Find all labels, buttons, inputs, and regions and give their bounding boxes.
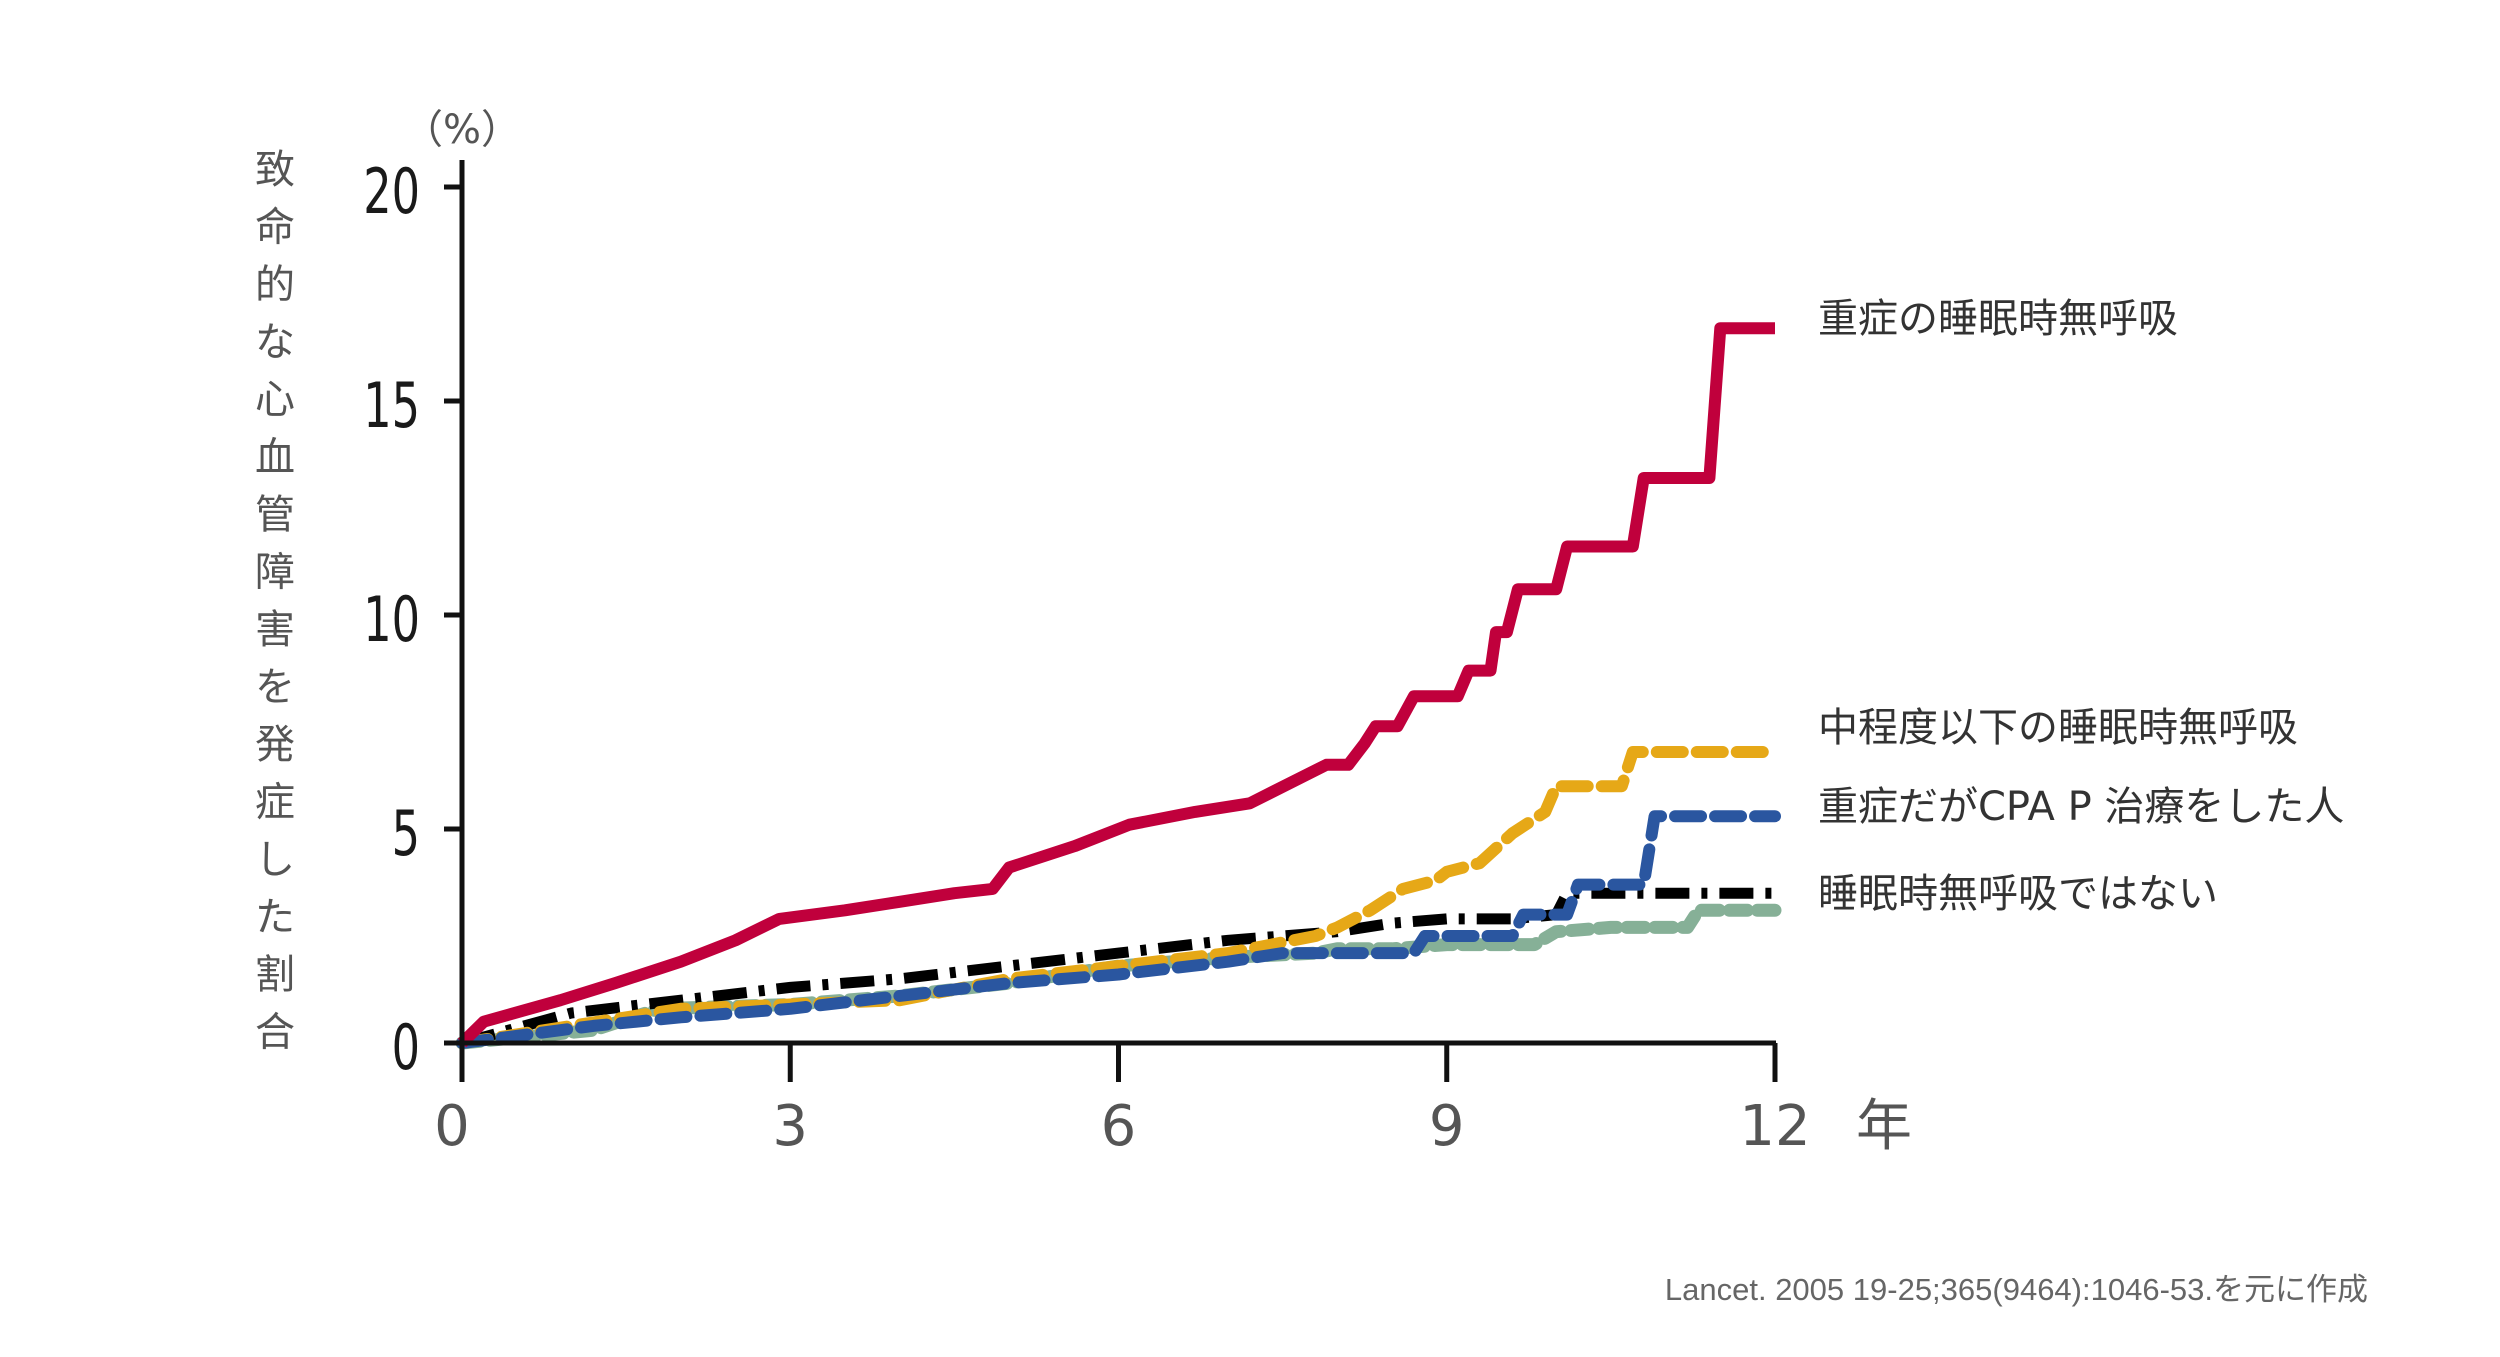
series-label-3: 睡眠時無呼吸ではない [1818,871,2218,917]
y-label-char: 合 [255,1010,295,1056]
x-tick-label: 3 [772,1094,808,1159]
x-unit-label: 年 [1856,1094,1912,1159]
series-layer [455,322,1782,1050]
ticks-layer: 0 5 10 15 20 0 3 6 9 12 [363,156,1810,1159]
series-line-2 [456,810,1781,1049]
y-label-char: 害 [255,607,295,653]
y-label-char: 血 [255,435,295,481]
y-label-char: 致 [255,147,295,193]
y-tick-label: 0 [392,1012,420,1084]
y-label-char: な [255,320,295,366]
x-tick-label: 9 [1429,1094,1465,1159]
y-label-char: 的 [255,262,295,308]
series-label-2: 重症だがCPA P 治療をした人 [1818,784,2344,830]
y-tick-label: 10 [363,584,420,656]
x-tick-label: 6 [1101,1094,1137,1159]
y-label-char: 割 [255,952,295,998]
source-note: Lancet. 2005 19-25;365(9464):1046-53.を元に… [1665,1272,2368,1307]
axes-layer [459,160,1776,1046]
y-label-char: 管 [255,492,295,538]
y-label-char: 命 [255,205,295,251]
y-label-char: 症 [255,780,295,826]
y-label-char: し [255,837,295,883]
y-label-char: を [255,665,295,711]
y-label-char: 障 [255,550,295,596]
series-line-0 [457,322,1775,1048]
y-label-char: 心 [255,377,295,423]
y-label-char: た [255,895,295,941]
labels-layer: （%） 年 Lancet. 2005 19-25;365(9464):1046-… [403,107,2368,1307]
y-label-char: 発 [255,722,295,768]
x-tick-label: 0 [434,1094,470,1159]
x-tick-label: 12 [1739,1094,1810,1159]
series-label-0: 重症の睡眠時無呼吸 [1818,296,2178,342]
series-label-1: 中程度以下の睡眠時無呼吸 [1818,705,2298,751]
y-tick-label: 15 [363,370,420,442]
y-unit-label: （%） [403,107,521,153]
y-tick-label: 20 [363,156,420,228]
y-tick-label: 5 [392,798,420,870]
